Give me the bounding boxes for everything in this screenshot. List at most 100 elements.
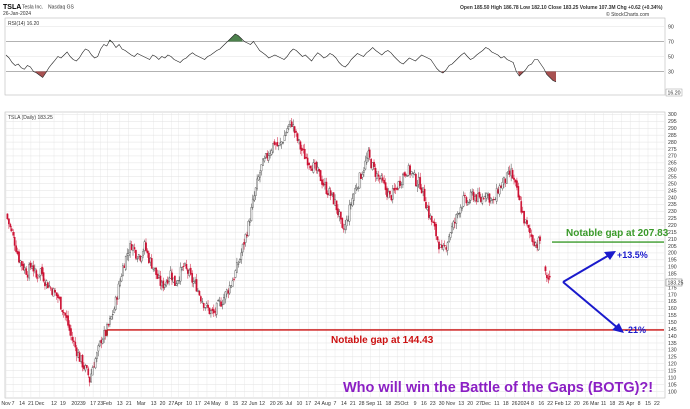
price-tick-label: 255	[668, 175, 677, 181]
candle-body	[264, 153, 267, 158]
candle-body	[426, 207, 429, 210]
rsi-axis: 30 50 70 90	[668, 24, 674, 75]
price-tick-label: 245	[668, 188, 677, 194]
candle-body	[364, 160, 367, 170]
date-tick-label: 8	[225, 401, 228, 407]
candle-body	[39, 268, 42, 276]
candle-body	[103, 330, 105, 340]
candle-body	[241, 243, 244, 253]
candle-body	[381, 177, 384, 181]
candle-body	[184, 263, 186, 266]
candle-body	[508, 170, 511, 175]
price-tick-label: 145	[668, 327, 677, 333]
candle-body	[374, 167, 377, 177]
candle-body	[52, 288, 55, 297]
candle-body	[490, 197, 492, 201]
last-price-tag-bg	[665, 278, 683, 287]
candle-body	[54, 290, 56, 293]
candle-body	[487, 194, 489, 196]
candle-body	[251, 198, 254, 208]
candle-body	[488, 193, 491, 203]
candle-body	[262, 158, 264, 166]
candle-body	[9, 224, 12, 228]
candle-body	[59, 296, 62, 310]
target-down-label: -21%	[625, 325, 646, 335]
date-tick-label: Apr	[626, 401, 634, 407]
candle-body	[389, 190, 391, 195]
candle-body	[41, 266, 43, 274]
candle-body	[436, 236, 439, 241]
candle-body	[318, 168, 321, 172]
candle-body	[513, 177, 515, 180]
date-tick-label: 14	[19, 401, 25, 407]
candle-body	[425, 201, 427, 209]
candle-body	[78, 352, 81, 362]
candle-body	[322, 182, 325, 186]
candle-body	[155, 267, 157, 275]
candle-body	[230, 285, 232, 288]
candle-body	[269, 153, 271, 156]
candle-body	[376, 173, 378, 179]
candle-body	[263, 158, 266, 162]
price-tick-label: 135	[668, 341, 677, 347]
candle-body	[214, 311, 217, 313]
date-tick-label: Feb	[103, 401, 112, 407]
candle-body	[520, 201, 523, 213]
candle-body	[290, 121, 293, 127]
price-tick-label: 125	[668, 355, 677, 361]
date-tick-label: Feb	[555, 401, 564, 407]
rsi-value-tag-bg	[665, 88, 683, 97]
price-tick-label: 200	[668, 251, 677, 257]
candle-body	[247, 220, 250, 236]
candle-body	[348, 204, 351, 222]
candle-body	[93, 366, 95, 368]
candle-body	[175, 283, 178, 286]
candle-body	[207, 304, 209, 308]
candle-body	[527, 225, 530, 228]
candle-body	[416, 185, 419, 187]
candle-body	[276, 142, 279, 147]
gap-low-label: Notable gap at 144.43	[331, 335, 434, 346]
candle-body	[403, 172, 406, 176]
candle-body	[101, 339, 104, 344]
candle-body	[445, 247, 448, 250]
candle-body	[452, 221, 455, 228]
price-tick-label: 240	[668, 195, 677, 201]
candle-body	[481, 196, 484, 204]
candle-body	[65, 315, 68, 318]
candle-body	[111, 314, 114, 316]
date-tick-label: 21	[126, 401, 132, 407]
candle-body	[419, 177, 422, 190]
candle-body	[172, 277, 175, 283]
candle-body	[510, 168, 512, 177]
candle-body	[295, 131, 297, 133]
date-tick-label: 25	[394, 401, 400, 407]
candle-body	[422, 187, 424, 192]
candle-body	[377, 174, 380, 177]
rsi-legend: RSI(14) 16.20	[8, 21, 39, 27]
candle-body	[406, 175, 409, 177]
candle-body	[399, 180, 401, 186]
candle-body	[149, 257, 152, 263]
candle-body	[500, 185, 502, 188]
date-tick-label: 14	[341, 401, 347, 407]
candle-body	[84, 365, 87, 371]
candle-body	[168, 277, 170, 282]
price-tick-label: 225	[668, 216, 677, 222]
price-tick-label: 120	[668, 362, 677, 368]
candle-body	[293, 126, 296, 133]
date-tick-label: 27	[476, 401, 482, 407]
rsi-line	[5, 33, 557, 83]
rsi-tick-label: 30	[668, 69, 674, 75]
price-tick-label: 130	[668, 348, 677, 354]
candle-body	[71, 337, 74, 341]
price-axis: 1001051101151201251301351401451501551601…	[668, 112, 677, 395]
date-tick-label: 8	[531, 401, 534, 407]
date-tick-label: 20	[270, 401, 276, 407]
candle-body	[514, 179, 517, 183]
candle-body	[441, 244, 443, 248]
candle-body	[477, 193, 479, 202]
candle-body	[136, 258, 139, 260]
rsi-oversold-fill	[545, 71, 556, 82]
